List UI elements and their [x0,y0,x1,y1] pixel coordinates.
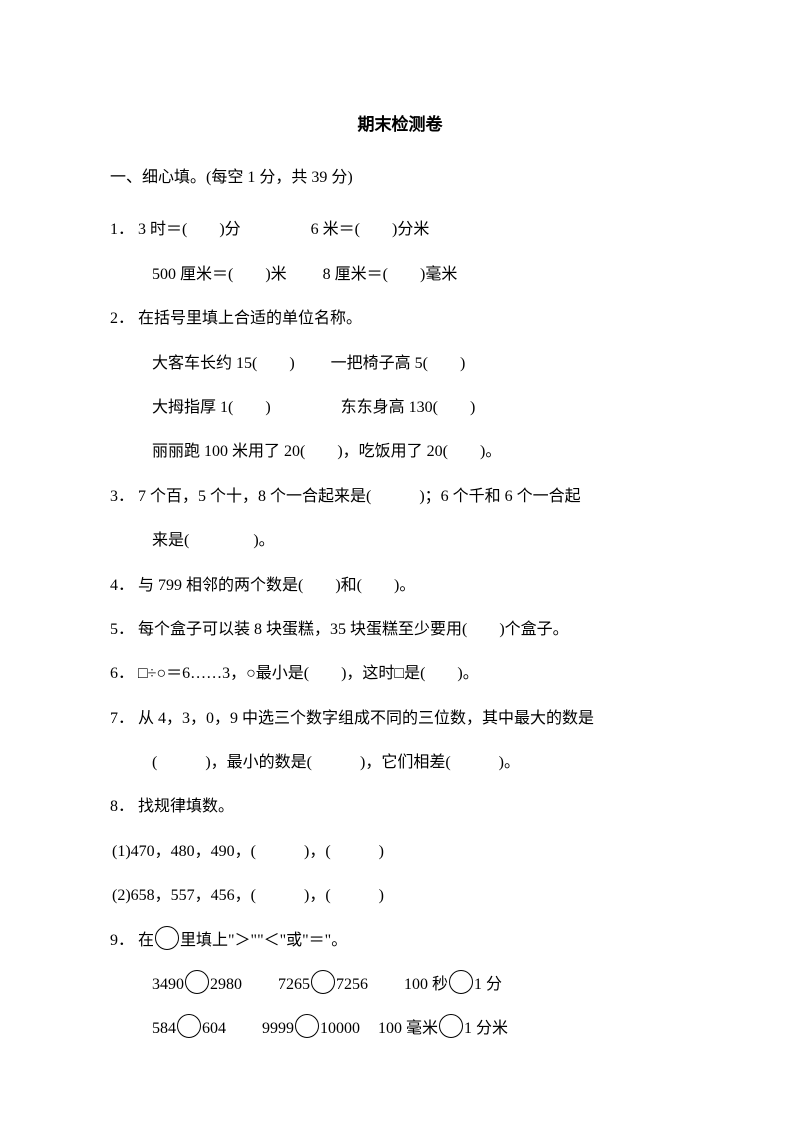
q2-head: 在括号里填上合适的单位名称。 [138,310,362,327]
q8-s2: (2)658，557，456，( )，( ) [112,887,384,904]
q7-b: ( )，最小的数是( )，它们相差( )。 [152,754,520,771]
q9-r2a: 584 [152,1020,176,1037]
question-7-line2: ( )，最小的数是( )，它们相差( )。 [110,744,690,782]
question-2-line4: 丽丽跑 100 米用了 20( )，吃饭用了 20( )。 [110,433,690,471]
q9-r1c: 7265 [278,976,310,993]
section-1-header: 一、细心填。(每空 1 分，共 39 分) [110,163,690,193]
q5-num: 5． [110,611,138,649]
q6-num: 6． [110,655,138,693]
q9-head-a: 在 [138,932,154,949]
question-8-sub2: (2)658，557，456，( )，( ) [110,877,690,915]
q9-r2e: 100 毫米 [378,1020,438,1037]
q9-r2b: 604 [202,1020,226,1037]
circle-icon [185,970,209,994]
question-2-line2: 大客车长约 15( ) 一把椅子高 5( ) [110,345,690,383]
question-2: 2．在括号里填上合适的单位名称。 [110,300,690,338]
question-1: 1．3 时＝( )分 6 米＝( )分米 [110,211,690,249]
circle-icon [155,926,179,950]
question-7: 7．从 4，3，0，9 中选三个数字组成不同的三位数，其中最大的数是 [110,700,690,738]
q1-d: 8 厘米＝( )毫米 [323,266,458,283]
q2-e: 丽丽跑 100 米用了 20( )，吃饭用了 20( )。 [152,443,501,460]
q9-r1f: 1 分 [474,976,502,993]
q8-head: 找规律填数。 [138,798,234,815]
q7-a: 从 4，3，0，9 中选三个数字组成不同的三位数，其中最大的数是 [138,710,594,727]
q9-r1b: 2980 [210,976,242,993]
question-9: 9．在 里填上"＞""＜"或"＝"。 [110,922,690,960]
question-4: 4．与 799 相邻的两个数是( )和( )。 [110,567,690,605]
q9-r2c: 9999 [262,1020,294,1037]
q2-b: 一把椅子高 5( ) [331,355,466,372]
q8-num: 8． [110,788,138,826]
question-3-line2: 来是( )。 [110,522,690,560]
circle-icon [439,1014,463,1038]
q9-num: 9． [110,922,138,960]
q8-s1: (1)470，480，490，( )，( ) [112,843,384,860]
q5-text: 每个盒子可以装 8 块蛋糕，35 块蛋糕至少要用( )个盒子。 [138,621,569,638]
q3-num: 3． [110,478,138,516]
q2-d: 东东身高 130( ) [341,399,476,416]
q7-num: 7． [110,700,138,738]
question-8-sub1: (1)470，480，490，( )，( ) [110,833,690,871]
question-1-line2: 500 厘米＝( )米 8 厘米＝( )毫米 [110,256,690,294]
q1-b: 6 米＝( )分米 [311,221,430,238]
q4-num: 4． [110,567,138,605]
page-title: 期末检测卷 [110,110,690,135]
circle-icon [449,970,473,994]
q9-r1d: 7256 [336,976,368,993]
q9-r1a: 3490 [152,976,184,993]
question-9-row1: 3490 2980 7265 7256 100 秒 1 分 [110,966,690,1004]
q9-r2d: 10000 [320,1020,360,1037]
q9-r1e: 100 秒 [404,976,448,993]
q2-c: 大拇指厚 1( ) [152,399,271,416]
q4-text: 与 799 相邻的两个数是( )和( )。 [138,577,415,594]
q3-a: 7 个百，5 个十，8 个一合起来是( )；6 个千和 6 个一合起 [138,488,581,505]
question-9-row2: 584 604 9999 10000 100 毫米 1 分米 [110,1010,690,1048]
circle-icon [311,970,335,994]
question-6: 6．□÷○＝6……3，○最小是( )，这时□是( )。 [110,655,690,693]
q2-a: 大客车长约 15( ) [152,355,295,372]
q1-c: 500 厘米＝( )米 [152,266,287,283]
q9-r2f: 1 分米 [464,1020,508,1037]
q3-b: 来是( )。 [152,532,275,549]
question-2-line3: 大拇指厚 1( ) 东东身高 130( ) [110,389,690,427]
q9-head-b: 里填上"＞""＜"或"＝"。 [180,932,347,949]
question-8: 8．找规律填数。 [110,788,690,826]
q1-num: 1． [110,211,138,249]
q2-num: 2． [110,300,138,338]
q6-text: □÷○＝6……3，○最小是( )，这时□是( )。 [138,665,479,682]
circle-icon [177,1014,201,1038]
question-5: 5．每个盒子可以装 8 块蛋糕，35 块蛋糕至少要用( )个盒子。 [110,611,690,649]
circle-icon [295,1014,319,1038]
question-3: 3．7 个百，5 个十，8 个一合起来是( )；6 个千和 6 个一合起 [110,478,690,516]
q1-a: 3 时＝( )分 [138,221,241,238]
